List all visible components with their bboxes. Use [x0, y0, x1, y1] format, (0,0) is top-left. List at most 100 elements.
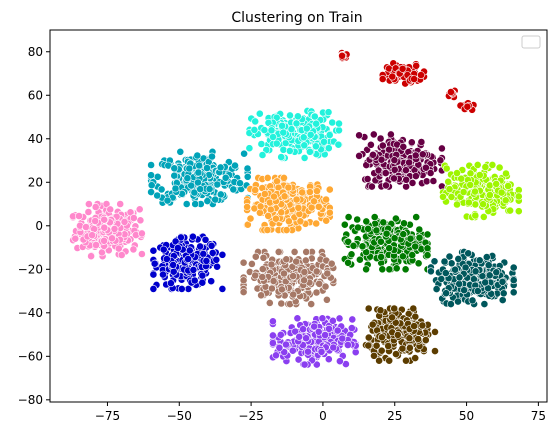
data-point [312, 360, 321, 369]
data-point [320, 137, 328, 146]
data-point [212, 255, 221, 264]
data-point [372, 341, 381, 350]
data-point [218, 284, 227, 293]
chart-title: Clustering on Train [231, 10, 362, 26]
data-point [293, 112, 302, 121]
data-point [464, 198, 473, 207]
data-point [290, 247, 299, 256]
data-point [216, 190, 225, 199]
data-point [355, 151, 363, 160]
data-point [379, 218, 388, 227]
data-point [251, 117, 260, 126]
data-point [300, 360, 309, 369]
data-point [498, 277, 507, 286]
data-point [268, 331, 277, 340]
data-point [315, 279, 324, 288]
data-point [274, 247, 283, 256]
data-point [116, 200, 125, 208]
data-point [335, 357, 344, 366]
data-point [255, 109, 264, 118]
data-point [229, 185, 238, 194]
data-point [509, 263, 518, 272]
data-point [349, 241, 358, 250]
data-point [310, 322, 319, 331]
data-point [314, 327, 323, 336]
data-point [399, 142, 408, 151]
data-point [454, 297, 462, 306]
data-point [390, 165, 399, 174]
data-point [322, 295, 331, 304]
data-point [415, 225, 424, 234]
data-point [300, 153, 309, 162]
data-point [135, 205, 144, 214]
data-point [300, 276, 308, 285]
data-point [299, 133, 308, 142]
data-point [240, 149, 248, 158]
data-point [417, 71, 425, 79]
data-point [436, 156, 445, 165]
data-point [246, 214, 255, 223]
legend-box [521, 35, 541, 49]
data-point [203, 164, 211, 172]
y-tick-label: 20 [28, 175, 43, 189]
data-point [454, 254, 463, 263]
data-point [432, 285, 441, 293]
data-point [277, 208, 286, 217]
data-point [398, 252, 407, 261]
data-point [421, 163, 430, 172]
data-point [182, 200, 191, 208]
data-point [344, 213, 353, 221]
data-point [268, 317, 277, 326]
data-point [243, 164, 252, 173]
data-point [198, 271, 207, 280]
data-point [351, 348, 360, 357]
data-point [191, 200, 200, 208]
data-point [324, 108, 333, 117]
data-point [364, 341, 373, 350]
data-point [453, 200, 461, 209]
data-point [371, 219, 379, 228]
data-point [302, 334, 310, 343]
data-point [251, 271, 260, 280]
data-point [343, 341, 352, 349]
data-point [259, 253, 268, 262]
data-point [410, 322, 418, 330]
data-point [324, 144, 333, 153]
data-point [91, 203, 100, 211]
data-point [150, 259, 159, 268]
data-point [255, 208, 264, 217]
data-point [137, 229, 146, 238]
data-point [106, 205, 115, 214]
data-point [390, 234, 399, 243]
x-tick-label: 50 [459, 409, 474, 423]
data-point [91, 217, 100, 225]
data-point [110, 224, 119, 233]
data-point [344, 237, 353, 246]
data-point [377, 333, 386, 342]
data-point [388, 72, 397, 81]
data-point [312, 219, 321, 228]
data-point [384, 342, 393, 350]
data-point [202, 256, 211, 265]
data-point [399, 230, 408, 239]
data-point [447, 259, 456, 268]
data-point [410, 75, 418, 83]
data-point [457, 174, 466, 183]
data-point [344, 258, 352, 267]
data-point [362, 217, 371, 226]
data-point [370, 213, 379, 221]
x-tick-label: 75 [531, 409, 546, 423]
data-point [405, 343, 414, 352]
data-point [239, 258, 248, 267]
data-point [401, 166, 410, 175]
data-point [388, 313, 396, 322]
data-point [293, 314, 302, 323]
data-point [236, 179, 244, 188]
data-point [376, 134, 385, 143]
data-point [149, 284, 158, 293]
data-point [257, 140, 266, 148]
data-point [385, 145, 393, 154]
data-point [129, 214, 138, 222]
data-point [501, 196, 510, 205]
data-point [276, 330, 285, 339]
